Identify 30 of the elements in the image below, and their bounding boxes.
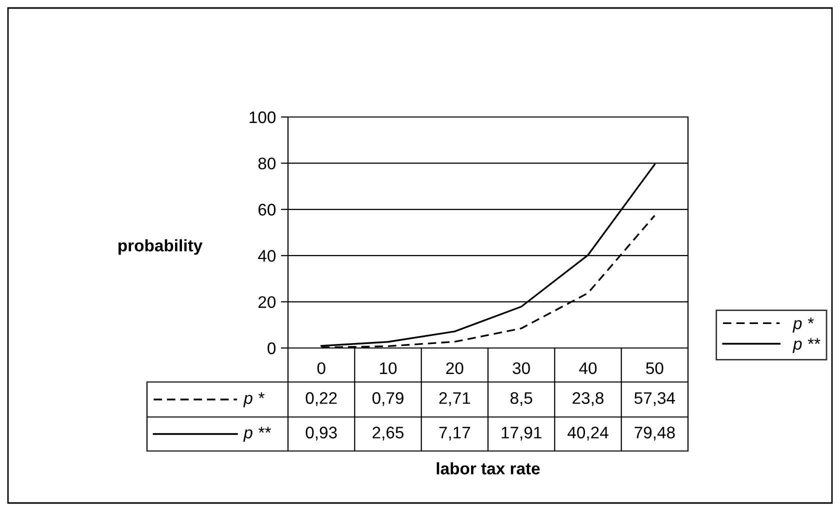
y-tick-label: 100 [250, 111, 276, 124]
x-tick-label: 20 [446, 362, 464, 374]
x-tick-label: 30 [512, 362, 530, 374]
y-tick-label: 20 [258, 296, 276, 308]
text: labor tax rate [436, 462, 540, 474]
legend-label: p * [792, 318, 814, 332]
x-tick-label: 10 [380, 362, 397, 374]
y-tick-label: 40 [258, 250, 276, 262]
legend-label: p ** [792, 338, 820, 354]
data-label: 0,22 [306, 392, 337, 406]
data-label: 0,79 [372, 392, 404, 406]
data-label: 40,24 [568, 426, 608, 440]
data-label: 7,17 [439, 426, 470, 440]
x-tick-label: 0 [317, 362, 326, 374]
data-label: 23,8 [572, 392, 604, 406]
data-label: 79,48 [634, 426, 675, 440]
y-tick-label: 80 [258, 158, 276, 170]
data-label: 8,5 [510, 392, 532, 406]
x-tick-label: 40 [579, 362, 597, 374]
y-tick-label: 60 [258, 204, 276, 216]
data-label: 0,93 [306, 426, 337, 440]
text: p ** [243, 426, 271, 442]
data-label: 17,91 [502, 426, 542, 440]
text: p * [243, 392, 264, 408]
data-label: 2,71 [439, 392, 470, 406]
y-axis-title: probability [118, 239, 203, 255]
data-label: 2,65 [372, 426, 404, 440]
x-tick-label: 50 [646, 362, 664, 374]
data-label: 57,34 [634, 392, 676, 406]
y-tick-label: 0 [268, 342, 276, 354]
